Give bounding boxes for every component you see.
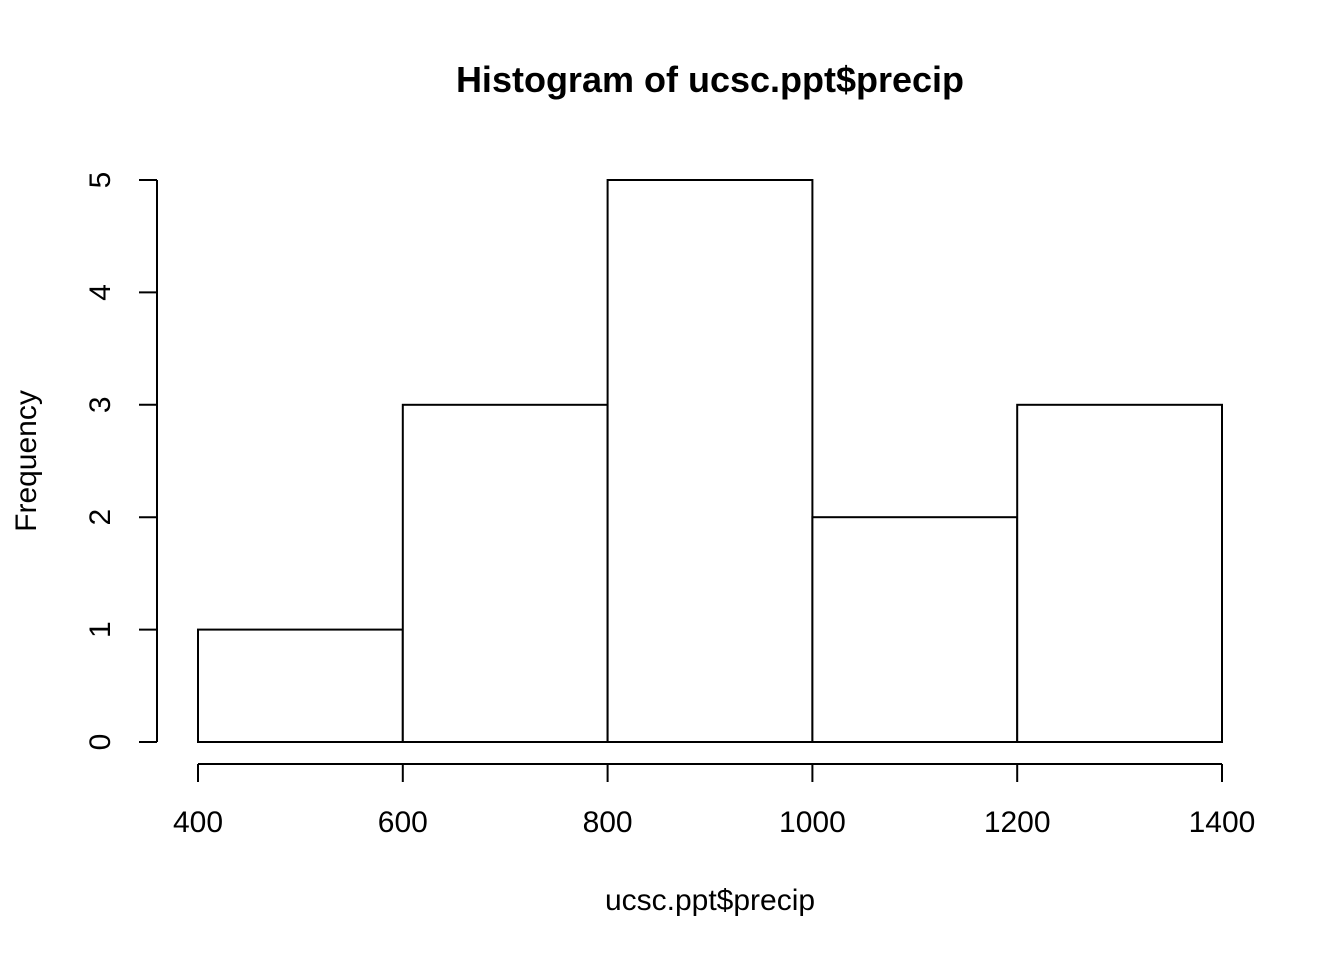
histogram-bar-0: [197, 628, 404, 743]
y-tick-label-3: 3: [84, 396, 117, 413]
x-tick-label-0: 400: [173, 806, 223, 839]
histogram-bar-4: [1016, 403, 1224, 743]
x-tick-label-4: 1200: [984, 806, 1051, 839]
y-axis-ticks: 0 1 2 3 4 5: [84, 172, 157, 751]
bars-group: [197, 179, 1224, 744]
histogram-bar-1: [401, 403, 609, 743]
y-axis-label: Frequency: [10, 390, 43, 532]
y-tick-label-5: 5: [84, 172, 117, 189]
y-tick-label-1: 1: [84, 621, 117, 638]
x-tick-label-5: 1400: [1189, 806, 1256, 839]
histogram-bar-2: [606, 179, 814, 743]
x-tick-label-2: 800: [583, 806, 633, 839]
y-tick-label-0: 0: [84, 734, 117, 751]
x-axis-ticks: 400 600 800 1000 1200 1400: [173, 764, 1255, 839]
y-tick-label-2: 2: [84, 509, 117, 526]
x-axis-label: ucsc.ppt$precip: [605, 884, 815, 917]
x-tick-label-3: 1000: [779, 806, 846, 839]
histogram-bar-3: [811, 516, 1019, 744]
y-tick-label-4: 4: [84, 284, 117, 301]
chart-title: Histogram of ucsc.ppt$precip: [456, 59, 964, 100]
x-tick-label-1: 600: [378, 806, 428, 839]
